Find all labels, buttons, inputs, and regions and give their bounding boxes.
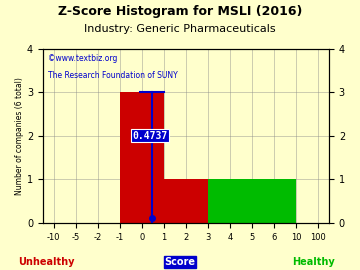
Text: Z-Score Histogram for MSLI (2016): Z-Score Histogram for MSLI (2016) <box>58 5 302 18</box>
Text: Score: Score <box>165 257 195 267</box>
Text: ©www.textbiz.org: ©www.textbiz.org <box>49 54 118 63</box>
Y-axis label: Number of companies (6 total): Number of companies (6 total) <box>15 77 24 195</box>
Bar <box>120 92 164 223</box>
Text: Score: Score <box>165 257 195 267</box>
Text: The Research Foundation of SUNY: The Research Foundation of SUNY <box>49 71 178 80</box>
Bar <box>208 179 274 223</box>
Text: 0.4737: 0.4737 <box>132 131 168 141</box>
Bar <box>274 179 296 223</box>
Text: Healthy: Healthy <box>292 257 334 267</box>
Text: Unhealthy: Unhealthy <box>19 257 75 267</box>
Text: Industry: Generic Pharmaceuticals: Industry: Generic Pharmaceuticals <box>84 24 276 34</box>
Bar <box>164 179 208 223</box>
